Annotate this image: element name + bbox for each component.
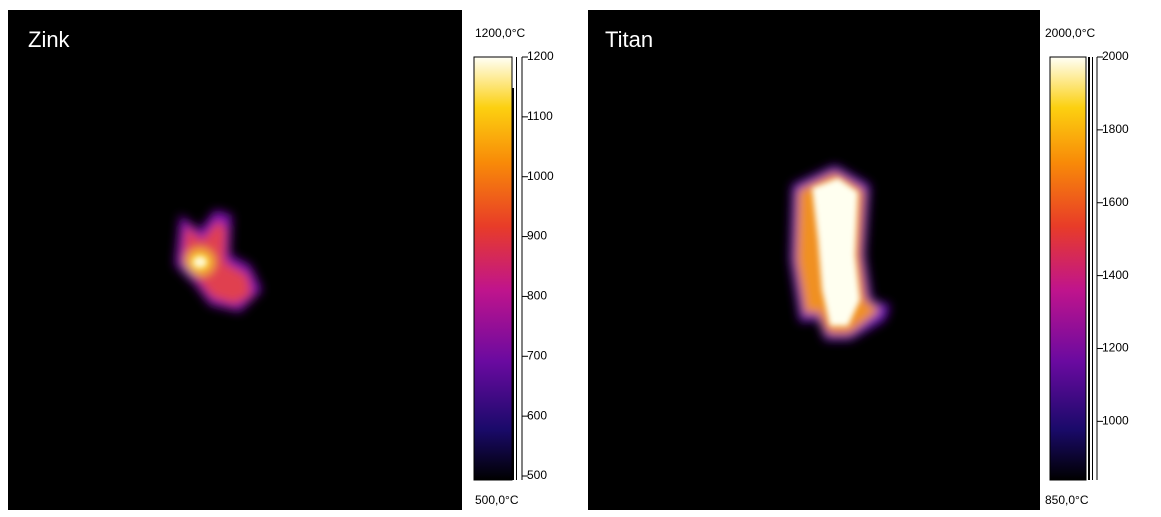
- color-scale: [474, 57, 512, 480]
- panel-label: Titan: [605, 27, 653, 52]
- tick-label: 900: [527, 229, 547, 243]
- scale-max: 1200,0°C: [475, 26, 526, 40]
- tick-label: 1200: [527, 49, 554, 63]
- tick-label: 800: [527, 289, 547, 303]
- panel-label: Zink: [28, 27, 71, 52]
- tick-label: 1100: [527, 109, 553, 123]
- tick-label: 700: [527, 348, 547, 362]
- scale-max: 2000,0°C: [1045, 26, 1096, 40]
- color-scale: [1050, 57, 1086, 480]
- tick-label: 1800: [1102, 122, 1129, 136]
- range-bar: [516, 57, 517, 480]
- range-bar: [512, 88, 514, 480]
- tick-label: 1600: [1102, 195, 1129, 209]
- tick-label: 1000: [1102, 414, 1129, 428]
- tick-label: 1400: [1102, 268, 1129, 282]
- tick-label: 1000: [527, 169, 554, 183]
- scale-min: 850,0°C: [1045, 493, 1089, 507]
- range-bar: [1088, 57, 1090, 480]
- screenshot: Zink 1200,0°C 500,0°C 500 600 700 800 900 1000 11…: [0, 0, 1161, 517]
- tick-label: 500: [527, 468, 547, 482]
- tick-label: 1200: [1102, 341, 1129, 355]
- tick-label: 600: [527, 408, 547, 422]
- scale-min: 500,0°C: [475, 493, 519, 507]
- tick-label: 2000: [1102, 49, 1129, 63]
- range-bar: [1092, 57, 1093, 480]
